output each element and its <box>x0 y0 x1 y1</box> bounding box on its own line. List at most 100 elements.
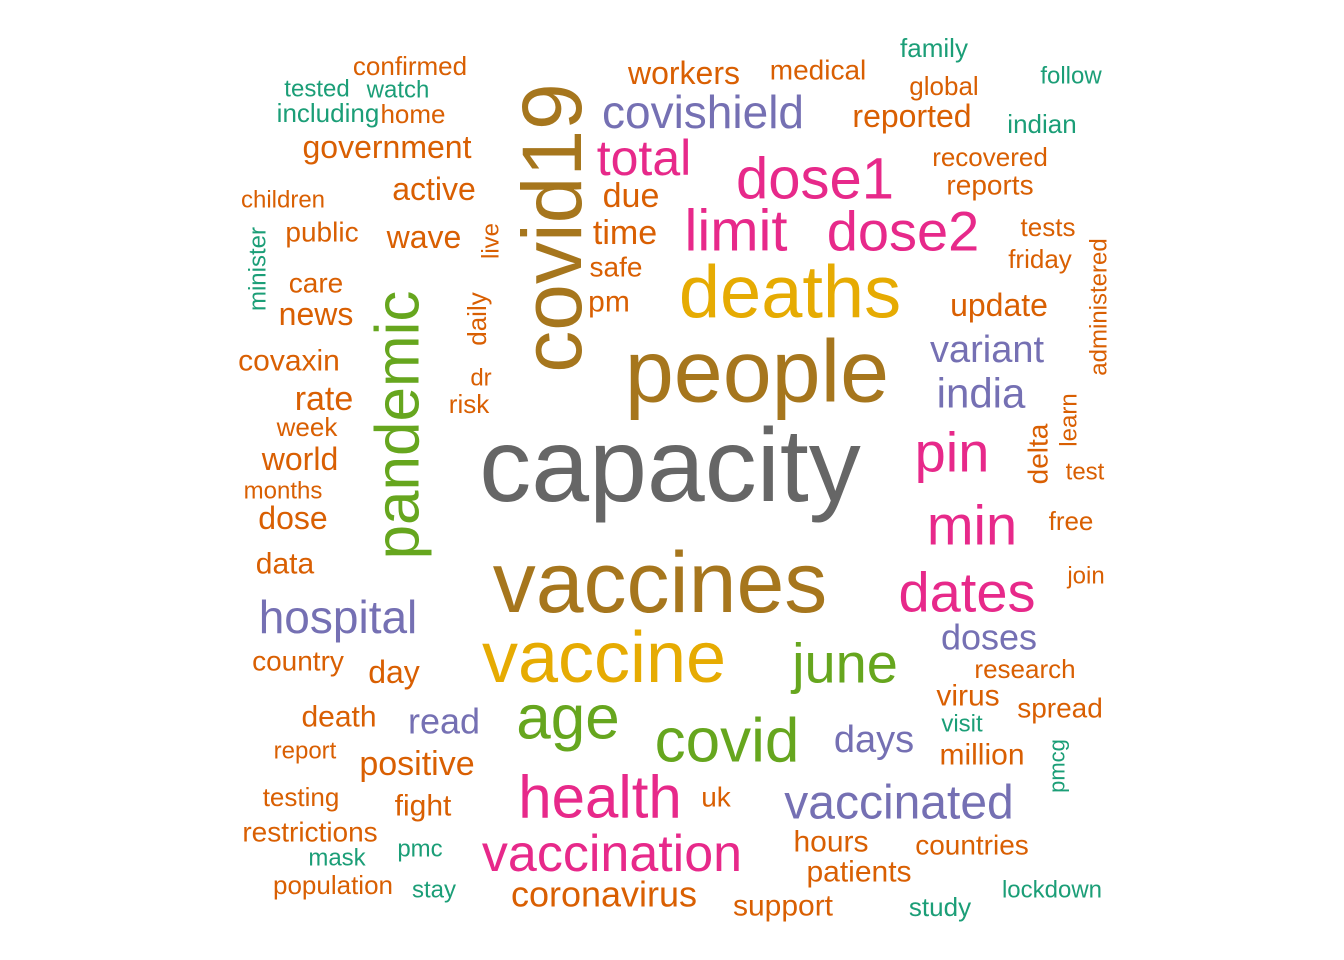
word-mask: mask <box>308 845 366 872</box>
word-rate: rate <box>295 380 354 418</box>
word-covishield: covishield <box>602 86 804 138</box>
word-limit: limit <box>684 199 787 264</box>
word-vaccination: vaccination <box>482 825 742 883</box>
word-administered: administered <box>1086 238 1113 375</box>
word-follow: follow <box>1040 63 1102 90</box>
word-hospital: hospital <box>259 591 418 643</box>
word-covid: covid <box>655 707 800 776</box>
word-reports: reports <box>946 170 1033 201</box>
word-patients: patients <box>806 856 911 889</box>
word-test: test <box>1066 459 1105 486</box>
word-testing: testing <box>263 782 340 812</box>
word-fight: fight <box>395 790 452 823</box>
word-active: active <box>392 171 476 207</box>
word-pmcg: pmcg <box>1045 739 1070 793</box>
word-countries: countries <box>915 830 1029 861</box>
word-medical: medical <box>770 55 866 86</box>
word-join: join <box>1066 563 1104 590</box>
word-tests: tests <box>1021 212 1076 242</box>
word-country: country <box>252 646 344 677</box>
word-family: family <box>900 33 968 63</box>
word-friday: friday <box>1008 244 1072 274</box>
word-global: global <box>909 71 978 101</box>
word-live: live <box>478 223 505 259</box>
word-spread: spread <box>1017 693 1103 724</box>
word-wave: wave <box>386 219 462 255</box>
word-recovered: recovered <box>932 142 1048 172</box>
word-days: days <box>834 719 914 761</box>
word-indian: indian <box>1007 109 1076 139</box>
word-including: including <box>277 98 380 128</box>
word-covaxin: covaxin <box>238 345 340 378</box>
word-daily: daily <box>462 292 492 345</box>
word-total: total <box>597 130 692 186</box>
word-home: home <box>380 99 445 129</box>
word-people: people <box>625 322 889 421</box>
word-variant: variant <box>930 329 1044 371</box>
word-time: time <box>593 214 657 252</box>
word-confirmed: confirmed <box>353 51 467 81</box>
word-pmc: pmc <box>397 836 442 863</box>
word-million: million <box>939 739 1024 772</box>
word-reported: reported <box>852 98 971 134</box>
word-health: health <box>518 764 681 831</box>
word-vaccines: vaccines <box>493 535 828 631</box>
word-risk: risk <box>449 389 490 419</box>
word-vaccinated: vaccinated <box>784 777 1013 830</box>
word-update: update <box>950 287 1048 323</box>
word-news: news <box>279 296 354 332</box>
word-covid19: covid19 <box>505 83 599 373</box>
word-data: data <box>256 548 315 581</box>
word-public: public <box>285 217 358 248</box>
word-pandemic: pandemic <box>364 291 433 560</box>
word-pm: pm <box>588 286 630 319</box>
word-june: june <box>790 632 898 695</box>
word-hours: hours <box>793 826 868 859</box>
word-safe: safe <box>590 252 643 283</box>
word-care: care <box>289 268 343 299</box>
word-support: support <box>733 890 834 923</box>
word-dose2: dose2 <box>827 200 980 263</box>
word-visit: visit <box>941 711 983 738</box>
word-read: read <box>408 701 480 742</box>
word-study: study <box>909 892 971 922</box>
word-min: min <box>927 494 1017 557</box>
word-free: free <box>1049 506 1094 536</box>
word-restrictions: restrictions <box>242 817 377 848</box>
word-positive: positive <box>359 745 474 783</box>
word-months: months <box>244 478 323 505</box>
word-minister: minister <box>245 227 272 311</box>
word-uk: uk <box>701 782 732 813</box>
word-watch: watch <box>366 77 430 104</box>
word-learn: learn <box>1056 393 1083 446</box>
word-pin: pin <box>915 421 990 484</box>
word-dose1: dose1 <box>736 147 894 212</box>
word-doses: doses <box>941 617 1037 658</box>
word-research: research <box>974 654 1075 684</box>
word-world: world <box>261 441 338 477</box>
word-government: government <box>303 129 472 165</box>
word-report: report <box>274 738 337 765</box>
word-death: death <box>301 701 376 734</box>
word-virus: virus <box>936 680 999 713</box>
word-vaccine: vaccine <box>482 618 726 698</box>
word-dr: dr <box>470 365 491 392</box>
word-dates: dates <box>899 561 1036 624</box>
word-india: india <box>937 370 1026 417</box>
word-capacity: capacity <box>479 408 861 524</box>
word-delta: delta <box>1023 423 1054 484</box>
word-week: week <box>276 412 339 442</box>
word-lockdown: lockdown <box>1002 877 1102 904</box>
word-deaths: deaths <box>679 251 901 334</box>
word-due: due <box>603 177 660 215</box>
word-tested: tested <box>284 76 349 103</box>
word-children: children <box>241 187 325 214</box>
word-coronavirus: coronavirus <box>511 874 697 915</box>
word-stay: stay <box>412 877 456 904</box>
word-day: day <box>368 654 420 690</box>
word-dose: dose <box>258 500 327 536</box>
word-age: age <box>516 684 619 753</box>
word-population: population <box>273 870 393 900</box>
